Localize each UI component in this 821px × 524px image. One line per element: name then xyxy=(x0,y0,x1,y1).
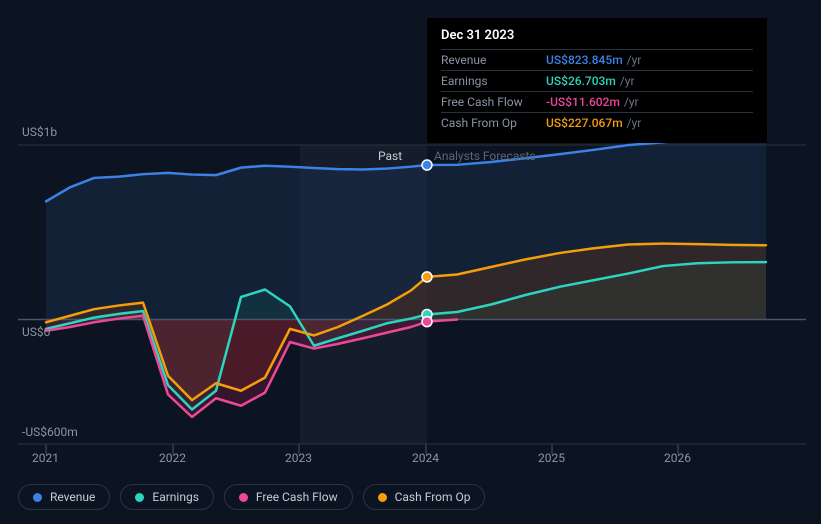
financials-chart: US$1b US$0 -US$600m 2021 2022 2023 2024 2025 20… xyxy=(0,0,821,524)
tooltip-metric-label: Earnings xyxy=(441,74,546,88)
tooltip-row: RevenueUS$823.845m/yr xyxy=(441,49,753,70)
x-axis-label: 2025 xyxy=(538,451,565,465)
legend-item-free-cash-flow[interactable]: Free Cash Flow xyxy=(224,484,353,510)
legend-item-cash-from-op[interactable]: Cash From Op xyxy=(363,484,486,510)
tooltip-metric-label: Revenue xyxy=(441,53,546,67)
x-axis-label: 2024 xyxy=(412,451,439,465)
legend-label: Earnings xyxy=(152,490,199,504)
tooltip-metric-unit: /yr xyxy=(627,53,642,67)
x-axis-label: 2023 xyxy=(285,451,312,465)
tooltip-row: Cash From OpUS$227.067m/yr xyxy=(441,112,753,133)
past-label: Past xyxy=(378,149,402,163)
tooltip-row: Free Cash Flow-US$11.602m/yr xyxy=(441,91,753,112)
tooltip-metric-unit: /yr xyxy=(624,95,639,109)
y-axis-label: US$0 xyxy=(22,325,50,339)
tooltip-metric-unit: /yr xyxy=(620,74,635,88)
y-axis-label: -US$600m xyxy=(22,425,78,439)
tooltip-date: Dec 31 2023 xyxy=(441,28,753,43)
tooltip-row: EarningsUS$26.703m/yr xyxy=(441,70,753,91)
legend-label: Revenue xyxy=(50,490,95,504)
tooltip-metric-unit: /yr xyxy=(627,116,642,130)
x-axis-label: 2026 xyxy=(664,451,691,465)
legend: Revenue Earnings Free Cash Flow Cash From O… xyxy=(18,484,485,510)
x-axis-label: 2022 xyxy=(159,451,186,465)
data-tooltip: Dec 31 2023 RevenueUS$823.845m/yrEarning… xyxy=(427,18,767,143)
legend-dot-icon xyxy=(33,493,42,502)
forecast-label: Analysts Forecasts xyxy=(434,149,536,163)
legend-label: Free Cash Flow xyxy=(256,490,338,504)
legend-dot-icon xyxy=(135,493,144,502)
x-axis-label: 2021 xyxy=(32,451,59,465)
tooltip-metric-value: US$227.067m xyxy=(546,116,623,130)
tooltip-metric-label: Cash From Op xyxy=(441,116,546,130)
legend-dot-icon xyxy=(239,493,248,502)
legend-item-earnings[interactable]: Earnings xyxy=(120,484,214,510)
tooltip-metric-label: Free Cash Flow xyxy=(441,95,546,109)
legend-label: Cash From Op xyxy=(395,490,471,504)
legend-dot-icon xyxy=(378,493,387,502)
tooltip-metric-value: US$26.703m xyxy=(546,74,616,88)
tooltip-metric-value: US$823.845m xyxy=(546,53,623,67)
tooltip-metric-value: -US$11.602m xyxy=(546,95,620,109)
legend-item-revenue[interactable]: Revenue xyxy=(18,484,110,510)
y-axis-label: US$1b xyxy=(22,125,57,139)
